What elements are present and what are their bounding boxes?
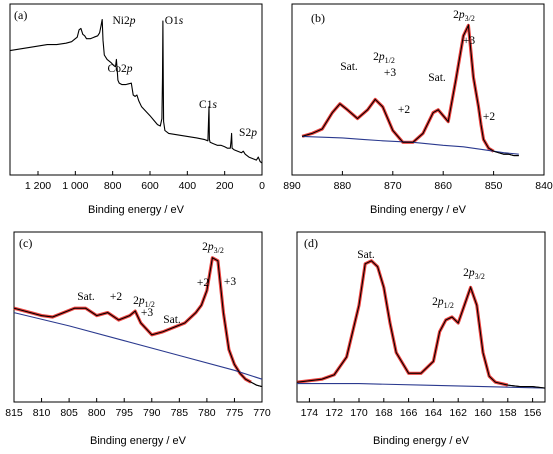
- panel-1-xtick-label: 840: [535, 180, 553, 192]
- panel-2-annotation: 2p1/2: [133, 295, 155, 309]
- panel-0-xtick-label: 1 200: [25, 180, 51, 192]
- panel-2-annotation: +2: [197, 277, 209, 289]
- panel-0-xtick-label: 600: [141, 180, 159, 192]
- panel-2-series-1: [13, 256, 252, 384]
- panel-3-annotation: 2p1/2: [432, 296, 454, 310]
- panel-a-label: (a): [14, 8, 27, 22]
- panel-2-annotation: 2p3/2: [202, 241, 224, 255]
- panel-2-xtick-label: 775: [226, 407, 244, 419]
- panel-3-xtick-label: 162: [449, 407, 467, 419]
- panel-a-frame: [9, 3, 263, 176]
- panel-d: (d) 174 172 170 168 166 164 162 160 158 156 Sat. 2…: [296, 231, 546, 447]
- panel-2-xtick-label: 805: [60, 407, 78, 419]
- panel-2-raw-overlay: [13, 257, 263, 388]
- panel-a-xlabel: Binding energy / eV: [88, 204, 185, 216]
- panel-2-xtick-label: 800: [88, 407, 106, 419]
- panel-3-xtick-label: 164: [425, 407, 443, 419]
- panel-b-xlabel: Binding energy / eV: [370, 204, 467, 216]
- panel-2-xtick-label: 770: [253, 407, 271, 419]
- panel-1-annotation: 2p3/2: [453, 9, 475, 23]
- panel-d-xlabel: Binding energy / eV: [373, 435, 470, 447]
- panel-b-label: (b): [311, 11, 325, 25]
- panel-1-xtick-label: 880: [334, 180, 352, 192]
- panel-3-xtick-label: 158: [499, 407, 517, 419]
- panel-0-xtick-label: 800: [104, 180, 122, 192]
- panel-3-xtick-label: 166: [400, 407, 418, 419]
- panel-1-series-0: [301, 24, 519, 157]
- panel-1-annotation: 2p1/2: [373, 51, 395, 65]
- panel-0-xtick-label: 0: [259, 180, 265, 192]
- panel-b: (b) 890 880 870 860 850 840 Sat. 2p1/2 +3 +2 Sat.…: [283, 3, 553, 216]
- panel-c-label: (c): [19, 236, 32, 250]
- panel-1-xtick-label: 860: [434, 180, 452, 192]
- panel-1-raw-overlay: [301, 23, 519, 157]
- panel-3-raw-overlay: [296, 260, 546, 389]
- panel-2-xtick-label: 785: [171, 407, 189, 419]
- panel-3-xtick-label: 168: [375, 407, 393, 419]
- panel-3-xtick-label: 170: [350, 407, 368, 419]
- panel-a: (a) 1 200 1 000 800 600 400 200 0 Ni2p Co2p O1s C…: [9, 3, 265, 216]
- panel-1-annotation: +3: [463, 35, 475, 47]
- panel-2-xtick-label: 815: [5, 407, 23, 419]
- panel-0-xtick-label: 400: [179, 180, 197, 192]
- panel-3-annotation: Sat.: [357, 249, 375, 261]
- panel-2-xtick-label: 790: [143, 407, 161, 419]
- panel-3-xtick-label: 172: [325, 407, 343, 419]
- panel-2-annotation: +2: [110, 291, 122, 303]
- panel-0-series-0: [9, 18, 263, 164]
- panel-3-series-2: [297, 383, 546, 389]
- panel-3-xtick-label: 156: [524, 407, 542, 419]
- panel-3-annotation: 2p3/2: [463, 267, 485, 281]
- panel-1-annotation: Sat.: [340, 61, 358, 73]
- panel-2-xtick-label: 795: [115, 407, 133, 419]
- panel-1-annotation: +3: [384, 67, 396, 79]
- panel-1-xtick-label: 870: [384, 180, 402, 192]
- panel-2-annotation: +3: [224, 276, 236, 288]
- panel-d-label: (d): [304, 236, 318, 250]
- panel-b-frame: [291, 3, 545, 176]
- panel-0-annotation: Ni2p: [113, 15, 136, 27]
- panel-2-xtick-label: 780: [198, 407, 216, 419]
- panel-1-xtick-label: 890: [283, 180, 301, 192]
- panel-3-series-0: [296, 260, 546, 389]
- panel-0-annotation: Co2p: [108, 63, 133, 75]
- panel-1-annotation: +2: [483, 111, 495, 123]
- panel-1-xtick-label: 850: [485, 180, 503, 192]
- panel-c-xlabel: Binding energy / eV: [90, 435, 187, 447]
- panel-1-annotation: Sat.: [428, 72, 446, 84]
- panel-3-xtick-label: 174: [301, 407, 319, 419]
- panel-d-frame: [296, 231, 546, 403]
- panel-c: (c) 815 810 805 800 795 790 785 780 775 770 Sat. +…: [5, 231, 271, 447]
- panel-2-xtick-label: 810: [33, 407, 51, 419]
- panel-0-annotation: O1s: [165, 15, 184, 27]
- panel-2-annotation: +3: [141, 307, 153, 319]
- panel-0-annotation: C1s: [199, 99, 217, 111]
- panel-0-xtick-label: 1 000: [62, 180, 88, 192]
- panel-c-frame: [13, 231, 263, 403]
- panel-1-annotation: +2: [398, 104, 410, 116]
- panel-0-xtick-label: 200: [216, 180, 234, 192]
- panel-0-annotation: S2p: [239, 127, 257, 139]
- panel-3-xtick-label: 160: [474, 407, 492, 419]
- panel-2-annotation: Sat.: [77, 291, 95, 303]
- panel-2-annotation: Sat.: [163, 314, 181, 326]
